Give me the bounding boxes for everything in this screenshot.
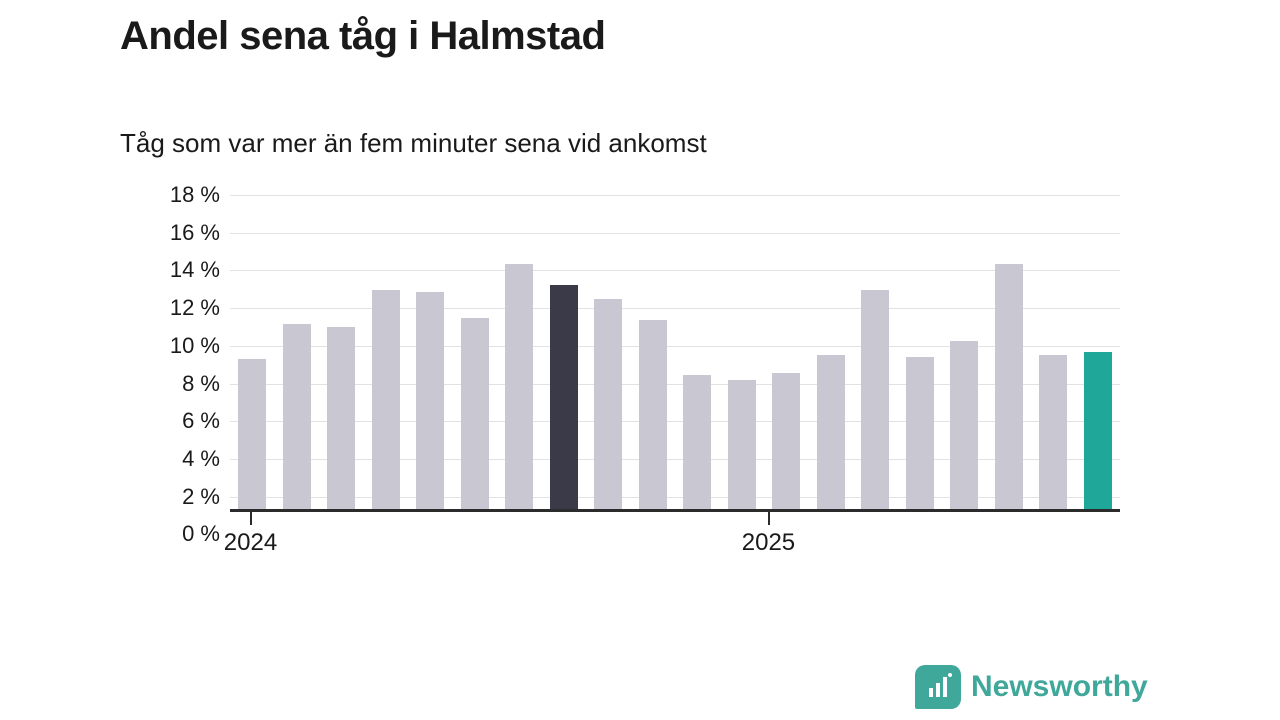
y-tick-label-9: 0 % bbox=[130, 521, 220, 547]
newsworthy-logo-badge bbox=[915, 665, 961, 709]
bar-slot-11[interactable] bbox=[720, 195, 765, 512]
bar-slot-8[interactable] bbox=[586, 195, 631, 512]
newsworthy-logo: Newsworthy bbox=[915, 665, 1148, 709]
bar-slot-1[interactable] bbox=[275, 195, 320, 512]
bar-slot-18[interactable] bbox=[1031, 195, 1076, 512]
bar-7[interactable] bbox=[550, 285, 578, 512]
bar-0[interactable] bbox=[238, 359, 266, 512]
bar-slot-15[interactable] bbox=[898, 195, 943, 512]
plot-wrap: 2024 2025 bbox=[230, 195, 1120, 535]
bar-14[interactable] bbox=[861, 290, 889, 512]
bars-row bbox=[230, 195, 1120, 512]
x-tick-2025 bbox=[768, 512, 770, 525]
y-tick-label-2: 14 % bbox=[130, 257, 220, 283]
bar-18[interactable] bbox=[1039, 355, 1067, 512]
bar-slot-16[interactable] bbox=[942, 195, 987, 512]
bar-17[interactable] bbox=[995, 264, 1023, 512]
bar-12[interactable] bbox=[772, 373, 800, 512]
x-tick-label-2024: 2024 bbox=[224, 529, 277, 557]
bar-15[interactable] bbox=[906, 357, 934, 512]
bar-4[interactable] bbox=[416, 292, 444, 512]
bar-slot-9[interactable] bbox=[631, 195, 676, 512]
bar-slot-6[interactable] bbox=[497, 195, 542, 512]
y-tick-label-5: 8 % bbox=[130, 371, 220, 397]
bar-slot-0[interactable] bbox=[230, 195, 275, 512]
bar-19[interactable] bbox=[1084, 352, 1112, 512]
y-tick-label-3: 12 % bbox=[130, 295, 220, 321]
bar-1[interactable] bbox=[283, 324, 311, 512]
newsworthy-logo-text: Newsworthy bbox=[971, 670, 1148, 704]
bar-slot-17[interactable] bbox=[987, 195, 1032, 512]
y-tick-label-7: 4 % bbox=[130, 446, 220, 472]
y-tick-label-8: 2 % bbox=[130, 484, 220, 510]
bar-11[interactable] bbox=[728, 380, 756, 512]
logo-exclamation-dot bbox=[948, 673, 952, 677]
y-tick-label-6: 6 % bbox=[130, 408, 220, 434]
chart-subtitle: Tåg som var mer än fem minuter sena vid … bbox=[120, 128, 707, 159]
bar-slot-5[interactable] bbox=[453, 195, 498, 512]
bar-slot-12[interactable] bbox=[764, 195, 809, 512]
y-tick-label-1: 16 % bbox=[130, 220, 220, 246]
bar-slot-19[interactable] bbox=[1076, 195, 1121, 512]
bar-5[interactable] bbox=[461, 318, 489, 512]
y-axis: 18 % 16 % 14 % 12 % 10 % 8 % 6 % 4 % 2 %… bbox=[120, 195, 230, 535]
bar-slot-3[interactable] bbox=[364, 195, 409, 512]
chart-area: 18 % 16 % 14 % 12 % 10 % 8 % 6 % 4 % 2 %… bbox=[120, 195, 1120, 535]
bar-3[interactable] bbox=[372, 290, 400, 512]
logo-bars-icon bbox=[929, 677, 947, 697]
bar-slot-2[interactable] bbox=[319, 195, 364, 512]
bar-slot-7[interactable] bbox=[542, 195, 587, 512]
x-tick-label-2025: 2025 bbox=[742, 529, 795, 557]
bar-16[interactable] bbox=[950, 341, 978, 512]
y-tick-label-0: 18 % bbox=[130, 182, 220, 208]
bar-slot-4[interactable] bbox=[408, 195, 453, 512]
bar-8[interactable] bbox=[594, 299, 622, 512]
x-tick-2024 bbox=[250, 512, 252, 525]
y-tick-label-4: 10 % bbox=[130, 333, 220, 359]
x-axis-line bbox=[230, 509, 1120, 512]
bar-2[interactable] bbox=[327, 327, 355, 512]
bar-slot-13[interactable] bbox=[809, 195, 854, 512]
bar-slot-14[interactable] bbox=[853, 195, 898, 512]
bar-10[interactable] bbox=[683, 375, 711, 512]
bar-9[interactable] bbox=[639, 320, 667, 512]
bar-slot-10[interactable] bbox=[675, 195, 720, 512]
bar-6[interactable] bbox=[505, 264, 533, 512]
chart-title: Andel sena tåg i Halmstad bbox=[120, 14, 605, 59]
chart-page: Andel sena tåg i Halmstad Tåg som var me… bbox=[0, 0, 1280, 720]
bar-13[interactable] bbox=[817, 355, 845, 512]
